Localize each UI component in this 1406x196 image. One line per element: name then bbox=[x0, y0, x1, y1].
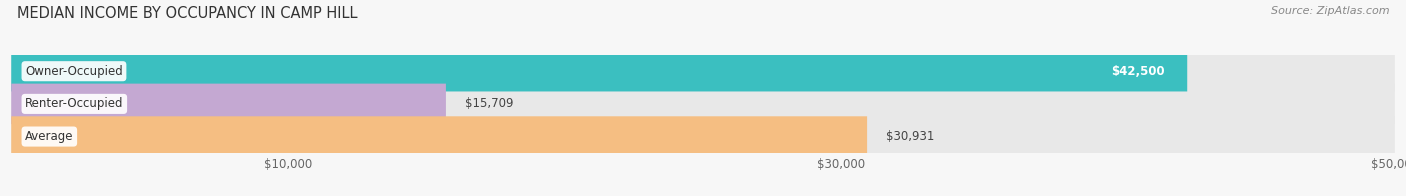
FancyBboxPatch shape bbox=[11, 116, 868, 157]
Text: Renter-Occupied: Renter-Occupied bbox=[25, 97, 124, 110]
Text: Source: ZipAtlas.com: Source: ZipAtlas.com bbox=[1271, 6, 1389, 16]
FancyBboxPatch shape bbox=[11, 51, 1187, 92]
Text: $15,709: $15,709 bbox=[465, 97, 513, 110]
Text: $30,931: $30,931 bbox=[886, 130, 935, 143]
Text: Owner-Occupied: Owner-Occupied bbox=[25, 65, 122, 78]
Text: Average: Average bbox=[25, 130, 73, 143]
FancyBboxPatch shape bbox=[11, 84, 1395, 124]
FancyBboxPatch shape bbox=[11, 84, 446, 124]
FancyBboxPatch shape bbox=[11, 116, 1395, 157]
Text: MEDIAN INCOME BY OCCUPANCY IN CAMP HILL: MEDIAN INCOME BY OCCUPANCY IN CAMP HILL bbox=[17, 6, 357, 21]
Text: $42,500: $42,500 bbox=[1112, 65, 1166, 78]
FancyBboxPatch shape bbox=[11, 51, 1395, 92]
